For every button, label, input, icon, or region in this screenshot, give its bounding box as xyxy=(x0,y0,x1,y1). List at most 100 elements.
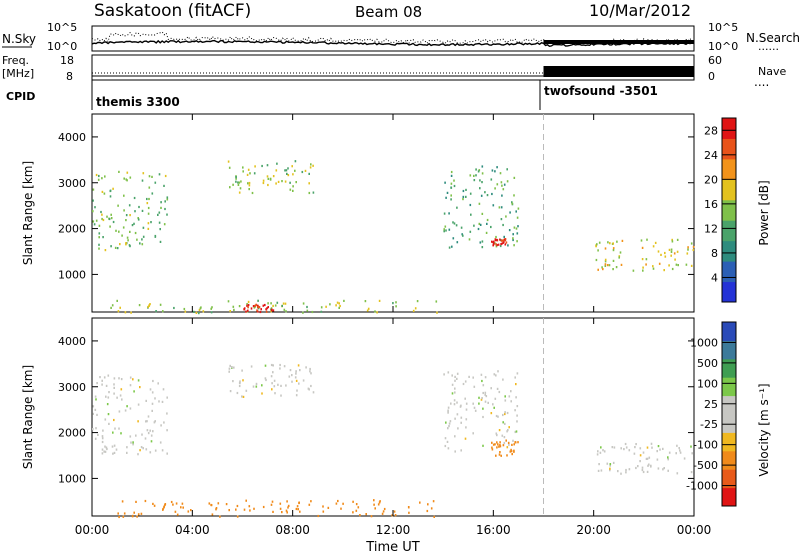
echo-cell xyxy=(657,445,660,448)
echo-cell xyxy=(173,306,175,310)
echo-cell xyxy=(147,222,150,225)
echo-cell xyxy=(112,220,115,224)
y-tick-label: 3000 xyxy=(58,177,86,190)
echo-cell xyxy=(504,422,506,425)
echo-cell xyxy=(125,214,128,217)
echo-cell xyxy=(343,299,345,302)
echo-cell xyxy=(105,384,108,387)
echo-cell xyxy=(376,311,378,314)
echo-cell xyxy=(601,266,603,269)
echo-cell xyxy=(132,378,134,381)
echo-cell xyxy=(641,466,644,469)
echo-cell xyxy=(447,406,450,409)
power-panel-frame xyxy=(91,113,695,313)
echo-cell xyxy=(491,441,493,444)
echo-cell xyxy=(472,432,474,435)
echo-cell xyxy=(462,189,465,193)
echo-cell xyxy=(164,200,166,203)
echo-cell xyxy=(106,447,108,451)
echo-cell xyxy=(460,226,463,229)
echo-cell xyxy=(114,427,116,430)
echo-cell xyxy=(465,188,467,191)
echo-cell xyxy=(100,210,102,214)
echo-cell xyxy=(481,172,484,175)
echo-cell xyxy=(138,304,141,307)
station-title: Saskatoon (fitACF) xyxy=(94,1,251,21)
echo-cell xyxy=(281,304,283,307)
echo-cell xyxy=(112,187,114,190)
echo-cell xyxy=(262,304,265,307)
echo-cell xyxy=(646,446,649,449)
echo-cell xyxy=(447,411,449,414)
colorbar-segment xyxy=(722,281,736,303)
echo-cell xyxy=(654,241,657,244)
echo-cell xyxy=(445,229,447,232)
echo-cell xyxy=(671,240,674,243)
echo-cell xyxy=(603,450,606,453)
echo-cell xyxy=(252,385,255,388)
echo-cell xyxy=(633,452,636,455)
echo-cell xyxy=(103,192,106,195)
echo-cell xyxy=(237,183,240,186)
echo-cell xyxy=(504,395,506,398)
echo-cell xyxy=(159,441,162,444)
echo-cell xyxy=(508,426,510,429)
echo-cell xyxy=(500,243,502,246)
echo-cell xyxy=(444,437,447,440)
echo-cell xyxy=(502,239,505,242)
nsky-trace xyxy=(91,39,695,48)
echo-cell xyxy=(480,194,483,197)
echo-cell xyxy=(246,173,249,176)
echo-cell xyxy=(309,166,312,169)
echo-cell xyxy=(453,222,456,225)
echo-cell xyxy=(675,263,678,266)
echo-cell xyxy=(242,166,244,169)
echo-cell xyxy=(273,379,276,382)
echo-cell xyxy=(239,381,241,385)
echo-cell xyxy=(154,234,157,238)
echo-cell xyxy=(355,503,358,506)
nave-legend-dots: .... xyxy=(754,75,769,89)
echo-cell xyxy=(159,228,161,231)
echo-cell xyxy=(604,260,607,263)
echo-cell xyxy=(133,511,135,514)
echo-cell xyxy=(238,384,241,388)
echo-cell xyxy=(113,451,116,454)
echo-cell xyxy=(443,373,445,376)
echo-cell xyxy=(307,387,310,390)
echo-cell xyxy=(619,251,622,254)
echo-cell xyxy=(297,364,300,367)
echo-cell xyxy=(272,309,275,312)
echo-cell xyxy=(101,217,103,221)
echo-cell xyxy=(502,223,504,227)
echo-cell xyxy=(625,471,627,474)
colorbar-tick-label: -500 xyxy=(693,459,718,472)
echo-cell xyxy=(229,390,232,393)
echo-cell xyxy=(250,365,253,368)
echo-cell xyxy=(464,397,466,400)
echo-cell xyxy=(241,395,243,398)
echo-cell xyxy=(465,195,467,198)
echo-cell xyxy=(291,374,293,377)
echo-cell xyxy=(609,242,611,245)
echo-cell xyxy=(255,385,258,388)
echo-cell xyxy=(129,435,132,438)
echo-cell xyxy=(215,508,217,511)
echo-cell xyxy=(317,514,320,518)
echo-cell xyxy=(322,510,325,513)
echo-cell xyxy=(602,449,604,452)
echo-cell xyxy=(264,377,267,380)
echo-cell xyxy=(236,391,239,395)
echo-cell xyxy=(92,428,94,431)
echo-cell xyxy=(129,230,131,233)
echo-cell xyxy=(448,246,451,249)
echo-cell xyxy=(481,165,484,168)
echo-cell xyxy=(150,221,152,224)
echo-cell xyxy=(103,450,105,453)
echo-cell xyxy=(498,453,501,456)
echo-cell xyxy=(503,436,506,439)
echo-cell xyxy=(287,504,290,507)
echo-cell xyxy=(495,235,497,239)
nsky-dense-segment xyxy=(543,40,694,44)
echo-cell xyxy=(445,196,447,199)
